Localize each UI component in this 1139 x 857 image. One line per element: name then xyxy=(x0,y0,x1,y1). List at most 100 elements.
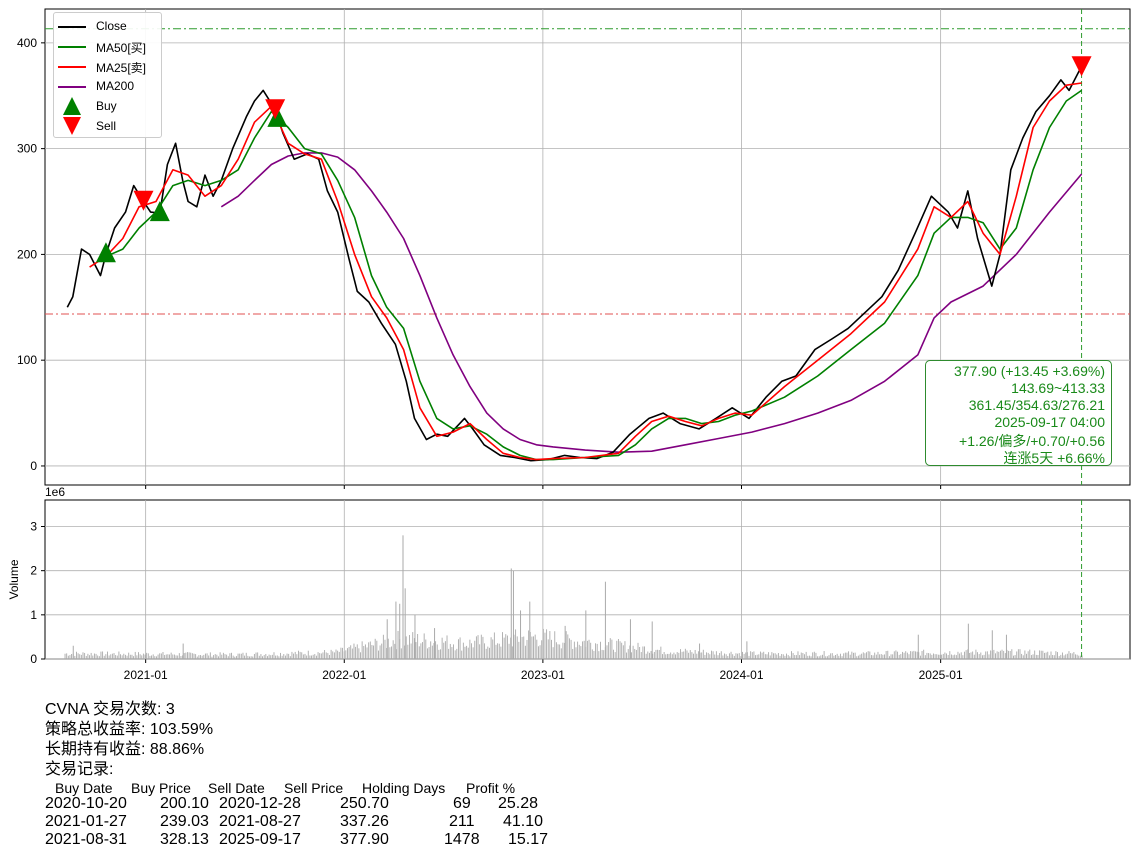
volume-bar xyxy=(312,654,314,659)
volume-bar xyxy=(214,654,216,659)
volume-bar xyxy=(453,644,454,659)
volume-bar xyxy=(870,655,872,659)
volume-bar xyxy=(157,654,159,659)
volume-bar xyxy=(528,630,530,659)
volume-bar xyxy=(443,642,445,659)
volume-bar xyxy=(795,655,797,659)
volume-bar xyxy=(554,631,556,659)
volume-bar xyxy=(74,655,76,659)
volume-bar xyxy=(742,651,743,659)
volume-bar xyxy=(276,655,278,659)
sell-marker xyxy=(1071,56,1092,77)
volume-bar xyxy=(735,653,737,659)
volume-bar xyxy=(237,653,239,659)
volume-bar xyxy=(895,650,897,659)
volume-bar xyxy=(358,648,360,659)
volume-bar xyxy=(107,651,108,659)
volume-bar xyxy=(345,650,347,659)
volume-bar xyxy=(425,639,427,659)
row3-holding-days: 1478 xyxy=(444,831,480,848)
volume-bar xyxy=(239,653,241,659)
volume-bar xyxy=(864,653,866,659)
volume-bar xyxy=(582,641,583,659)
volume-bar xyxy=(750,651,752,659)
volume-bar xyxy=(526,639,528,659)
header-buy-price: Buy Price xyxy=(131,780,191,796)
volume-bar xyxy=(986,651,988,659)
volume-bar xyxy=(665,654,667,659)
row1-sell-price: 250.70 xyxy=(340,795,389,812)
volume-bar xyxy=(848,651,850,659)
volume-bar xyxy=(740,656,742,659)
volume-bar xyxy=(562,642,564,659)
volume-bar xyxy=(648,652,650,659)
volume-bar xyxy=(861,653,863,659)
volume-bar xyxy=(980,652,982,659)
volume-bar xyxy=(670,652,672,659)
price-y-tick-label: 400 xyxy=(17,36,37,50)
volume-bar xyxy=(142,653,144,659)
volume-bar xyxy=(85,655,87,659)
x-tick-label: 2025-01 xyxy=(919,668,963,682)
volume-bar xyxy=(879,654,881,659)
volume-bar xyxy=(294,651,296,659)
volume-bar xyxy=(954,654,956,659)
volume-y-tick-label: 0 xyxy=(30,652,37,666)
volume-bar xyxy=(709,654,711,659)
volume-bar xyxy=(996,651,998,659)
volume-bar xyxy=(572,648,574,659)
volume-bar xyxy=(402,535,404,659)
volume-bar xyxy=(916,651,918,659)
volume-bar xyxy=(262,656,264,659)
volume-bar xyxy=(917,634,919,659)
volume-bar xyxy=(193,653,195,659)
volume-bar xyxy=(676,652,678,659)
volume-bar xyxy=(647,651,649,659)
volume-bar xyxy=(516,636,518,659)
volume-bar xyxy=(782,654,784,659)
volume-bar xyxy=(1039,650,1041,659)
volume-bar xyxy=(1052,655,1054,659)
volume-bar xyxy=(902,651,903,659)
legend-label-sell: Sell xyxy=(96,119,117,133)
volume-bar xyxy=(893,651,895,659)
volume-bar xyxy=(791,651,792,659)
info-bias: +1.26/偏多/+0.70/+0.56 xyxy=(959,433,1105,449)
volume-bar xyxy=(781,653,783,659)
volume-bar xyxy=(257,652,259,659)
volume-bar xyxy=(265,653,267,659)
volume-bar xyxy=(182,643,184,659)
volume-bar xyxy=(621,642,623,659)
volume-bar xyxy=(1076,654,1078,659)
row2-sell-price: 337.26 xyxy=(340,813,389,830)
volume-scale-label: 1e6 xyxy=(45,485,65,499)
volume-bar xyxy=(191,653,193,659)
volume-bar xyxy=(80,654,82,659)
volume-bar xyxy=(663,652,665,659)
volume-bar xyxy=(590,642,592,659)
volume-bar xyxy=(719,653,721,659)
volume-bar xyxy=(680,649,681,659)
volume-bar xyxy=(802,652,804,659)
volume-bar xyxy=(838,655,840,659)
volume-bar xyxy=(567,634,569,659)
volume-bar xyxy=(133,656,135,659)
volume-bar xyxy=(970,652,972,659)
volume-bar xyxy=(90,652,92,659)
volume-bar xyxy=(835,655,836,659)
volume-bar xyxy=(471,643,472,659)
volume-bar xyxy=(640,652,642,659)
volume-bar xyxy=(404,588,406,659)
volume-bar xyxy=(707,652,709,659)
volume-bar xyxy=(903,652,905,659)
volume-bar xyxy=(438,649,440,659)
volume-bar xyxy=(1019,649,1021,659)
volume-bar xyxy=(745,652,747,659)
volume-bar xyxy=(283,654,285,659)
volume-bar xyxy=(981,655,983,659)
volume-bar xyxy=(508,643,510,659)
volume-bar xyxy=(1022,655,1024,659)
info-range: 143.69~413.33 xyxy=(1011,380,1105,396)
volume-bar xyxy=(258,655,260,659)
volume-bar xyxy=(800,652,802,659)
